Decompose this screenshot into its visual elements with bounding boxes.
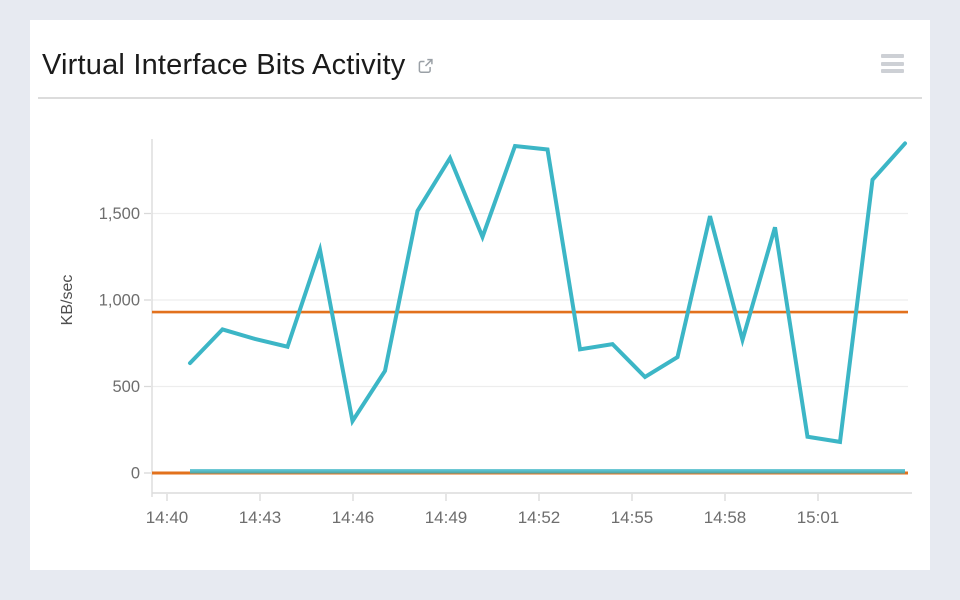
y-tick-label: 500 xyxy=(112,378,140,396)
series-inbound-line xyxy=(188,141,907,445)
x-tick-label: 14:58 xyxy=(704,508,747,527)
x-tick-label: 14:49 xyxy=(425,508,468,527)
y-tick-label: 0 xyxy=(131,465,140,483)
x-tick-label: 14:43 xyxy=(239,508,282,527)
widget-menu-button[interactable] xyxy=(881,54,904,74)
chart-widget-card: Virtual Interface Bits Activity 0 500 1,00… xyxy=(30,20,930,570)
widget-header: Virtual Interface Bits Activity xyxy=(30,20,930,97)
y-tick-label: 1,500 xyxy=(99,205,140,223)
chart-canvas[interactable]: 0 500 1,000 1,500 14:40 14:43 14:46 14:49 14:52 1… xyxy=(30,20,930,570)
y-axis-label: KB/sec xyxy=(59,274,76,326)
x-tick-label: 15:01 xyxy=(797,508,840,527)
hamburger-menu-icon xyxy=(881,54,904,58)
header-divider xyxy=(38,97,922,99)
external-link-icon[interactable] xyxy=(415,56,435,76)
x-tick-label: 14:55 xyxy=(611,508,654,527)
widget-title: Virtual Interface Bits Activity xyxy=(42,49,406,81)
x-tick-label: 14:52 xyxy=(518,508,561,527)
x-tick-label: 14:46 xyxy=(332,508,375,527)
x-tick-label: 14:40 xyxy=(146,508,189,527)
y-tick-label: 1,000 xyxy=(99,292,140,310)
